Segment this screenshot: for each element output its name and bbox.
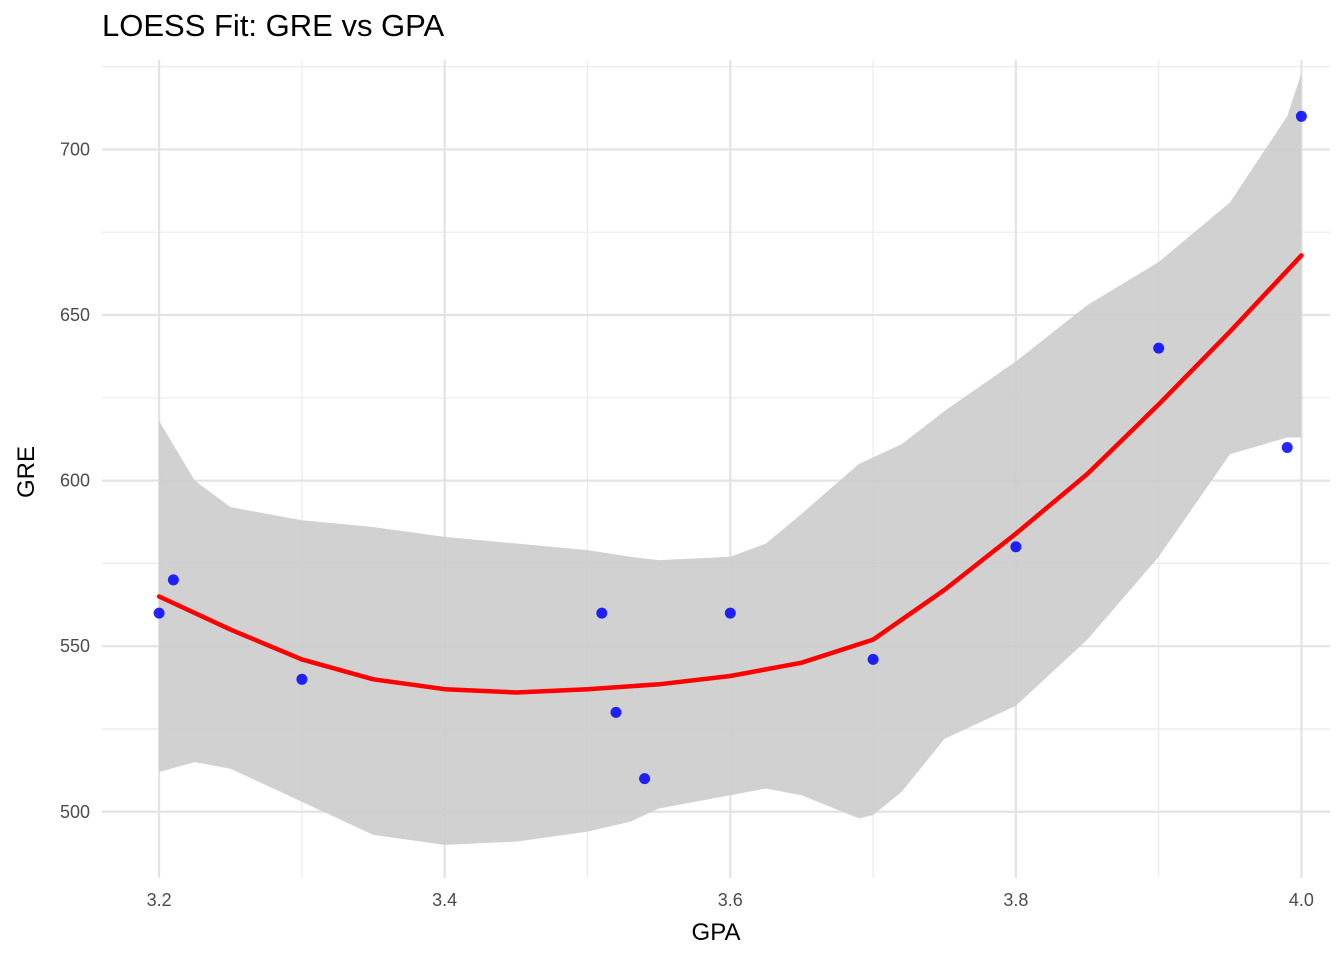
data-point bbox=[168, 574, 179, 585]
data-point bbox=[596, 608, 607, 619]
x-tick-label: 4.0 bbox=[1289, 890, 1314, 910]
y-axis-ticks: 500 550 600 650 700 bbox=[60, 139, 90, 821]
y-tick-label: 600 bbox=[60, 471, 90, 491]
data-point bbox=[611, 707, 622, 718]
y-tick-label: 700 bbox=[60, 139, 90, 159]
x-tick-label: 3.6 bbox=[718, 890, 743, 910]
x-tick-label: 3.2 bbox=[147, 890, 172, 910]
y-tick-label: 650 bbox=[60, 305, 90, 325]
data-point bbox=[1010, 541, 1021, 552]
data-point bbox=[1296, 111, 1307, 122]
x-tick-label: 3.8 bbox=[1003, 890, 1028, 910]
x-axis-title: GPA bbox=[692, 919, 741, 946]
data-point bbox=[1153, 343, 1164, 354]
x-tick-label: 3.4 bbox=[432, 890, 457, 910]
data-point bbox=[639, 773, 650, 784]
data-point bbox=[296, 674, 307, 685]
data-point bbox=[868, 654, 879, 665]
data-point bbox=[1282, 442, 1293, 453]
y-tick-label: 550 bbox=[60, 636, 90, 656]
x-axis-ticks: 3.2 3.4 3.6 3.8 4.0 bbox=[147, 890, 1314, 910]
data-point bbox=[725, 608, 736, 619]
data-point bbox=[154, 608, 165, 619]
y-axis-title: GRE bbox=[13, 446, 40, 498]
y-tick-label: 500 bbox=[60, 802, 90, 822]
